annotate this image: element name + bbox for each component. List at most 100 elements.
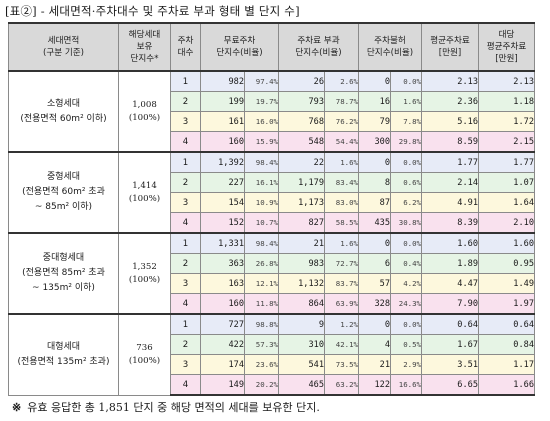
separate-count-cell: 6: [358, 253, 391, 274]
parking-count-cell: 1: [170, 151, 201, 173]
avg-fee-cell: 2.36: [421, 91, 479, 112]
table-row: 중대형세대 (전용면적 85m² 초과 ~ 135m² 이하) 1,352 (100%)…: [8, 232, 535, 315]
holding-line: 1,352: [132, 261, 157, 272]
parking-count-cell: 3: [170, 111, 201, 132]
charged-count-cell: 548: [278, 131, 325, 153]
parking-count-cell: 3: [170, 354, 201, 375]
separate-ratio-cell: 2.9%: [390, 354, 422, 375]
per-unit-fee-cell: 1.60: [478, 232, 535, 254]
per-unit-fee-cell: 2.13: [478, 70, 535, 92]
free-count-cell: 163: [200, 273, 245, 294]
free-ratio-cell: 19.7%: [244, 91, 279, 112]
charged-count-cell: 793: [278, 91, 325, 112]
table-row: 3 154 10.9% 1,173 83.0% 87 6.2% 4.91 1.64: [9, 192, 535, 213]
footnote: ※ 유효 응답한 총 1,851 단지 중 해당 면적의 세대를 보유한 단지.: [12, 399, 320, 415]
avg-fee-cell: 1.77: [421, 151, 479, 173]
header-holding: 해당세대 보유 단지수*: [118, 22, 171, 72]
table-row: 4 160 15.9% 548 54.4% 300 29.8% 8.59 2.15: [9, 131, 535, 153]
header-per-unit-fee: 대당 평균주차료 [만원]: [478, 22, 535, 72]
separate-count-cell: 328: [358, 293, 391, 315]
holding-cell: 1,414 (100%): [118, 151, 171, 234]
charged-ratio-cell: 83.0%: [324, 192, 359, 213]
charged-count-cell: 310: [278, 334, 325, 355]
per-unit-fee-cell: 1.17: [478, 354, 535, 375]
free-ratio-cell: 10.7%: [244, 212, 279, 234]
avg-fee-cell: 6.65: [421, 374, 479, 396]
table-row: 4 160 11.8% 864 63.9% 328 24.3% 7.90 1.97: [9, 293, 535, 315]
separate-ratio-cell: 0.0%: [390, 70, 422, 92]
charged-count-cell: 22: [278, 151, 325, 173]
separate-ratio-cell: 29.8%: [390, 131, 422, 153]
charged-ratio-cell: 2.6%: [324, 70, 359, 92]
per-unit-fee-cell: 2.15: [478, 131, 535, 153]
holding-cell: 1,352 (100%): [118, 232, 171, 315]
free-count-cell: 422: [200, 334, 245, 355]
per-unit-fee-cell: 1.66: [478, 374, 535, 396]
separate-ratio-cell: 30.8%: [390, 212, 422, 234]
holding-line: (100%): [128, 274, 161, 285]
table-row: 중형세대 (전용면적 60m² 초과 ~ 85m² 이하) 1,414 (100%) 1 1…: [8, 151, 535, 234]
charged-count-cell: 768: [278, 111, 325, 132]
charged-count-cell: 1,173: [278, 192, 325, 213]
per-unit-fee-cell: 1.72: [478, 111, 535, 132]
free-ratio-cell: 20.2%: [244, 374, 279, 396]
table-caption: [표②] - 세대면적·주차대수 및 주차료 부과 형태 별 단지 수]: [5, 4, 300, 18]
free-count-cell: 160: [200, 293, 245, 315]
free-count-cell: 363: [200, 253, 245, 274]
avg-fee-cell: 4.91: [421, 192, 479, 213]
header-row: 세대면적 (구분 기준) 해당세대 보유 단지수* 주차 대수 무료주차 단지수(비율) …: [8, 22, 535, 72]
separate-ratio-cell: 0.5%: [390, 334, 422, 355]
holding-line: (100%): [128, 193, 161, 204]
parking-count-cell: 4: [170, 131, 201, 153]
holding-line: (100%): [128, 112, 161, 123]
category-cell: 중형세대 (전용면적 60m² 초과 ~ 85m² 이하): [8, 151, 119, 234]
category-line: (전용면적 85m² 초과: [22, 268, 105, 278]
separate-ratio-cell: 1.6%: [390, 91, 422, 112]
per-unit-fee-cell: 1.64: [478, 192, 535, 213]
table-row: 3 174 23.6% 541 73.5% 21 2.9% 3.51 1.17: [9, 354, 535, 375]
free-ratio-cell: 10.9%: [244, 192, 279, 213]
avg-fee-cell: 1.60: [421, 232, 479, 254]
table-row: 2 363 26.8% 983 72.7% 6 0.4% 1.89 0.95: [9, 253, 535, 274]
charged-ratio-cell: 42.1%: [324, 334, 359, 355]
separate-count-cell: 4: [358, 334, 391, 355]
separate-count-cell: 0: [358, 232, 391, 254]
holding-cell: 1,008 (100%): [118, 70, 171, 153]
free-count-cell: 161: [200, 111, 245, 132]
free-ratio-cell: 15.9%: [244, 131, 279, 153]
separate-ratio-cell: 0.0%: [390, 313, 422, 335]
category-line: 소형세대: [46, 98, 81, 109]
free-ratio-cell: 57.3%: [244, 334, 279, 355]
free-ratio-cell: 97.4%: [244, 70, 279, 92]
charged-ratio-cell: 63.2%: [324, 374, 359, 396]
separate-ratio-cell: 0.4%: [390, 253, 422, 274]
table-row: 소형세대 (전용면적 60m² 이하) 1,008 (100%) 1 982 97.4% 26…: [8, 70, 535, 153]
table-row: 2 422 57.3% 310 42.1% 4 0.5% 1.67 0.84: [9, 334, 535, 355]
table-row: 3 163 12.1% 1,132 83.7% 57 4.2% 4.47 1.49: [9, 273, 535, 294]
parking-count-cell: 2: [170, 253, 201, 274]
separate-ratio-cell: 0.6%: [390, 172, 422, 193]
charged-count-cell: 541: [278, 354, 325, 375]
charged-ratio-cell: 83.4%: [324, 172, 359, 193]
avg-fee-cell: 2.13: [421, 70, 479, 92]
charged-ratio-cell: 1.6%: [324, 151, 359, 173]
per-unit-fee-cell: 1.18: [478, 91, 535, 112]
header-avg-fee: 평균주차료 [만원]: [421, 22, 479, 72]
free-count-cell: 1,331: [200, 232, 245, 254]
table-row: 4 149 20.2% 465 63.2% 122 16.6% 6.65 1.66: [9, 374, 535, 396]
free-ratio-cell: 98.4%: [244, 151, 279, 173]
category-line: ~ 85m² 이하): [34, 202, 93, 212]
avg-fee-cell: 0.64: [421, 313, 479, 335]
free-count-cell: 227: [200, 172, 245, 193]
charged-count-cell: 827: [278, 212, 325, 234]
separate-ratio-cell: 24.3%: [390, 293, 422, 315]
separate-count-cell: 300: [358, 131, 391, 153]
avg-fee-cell: 8.59: [421, 131, 479, 153]
holding-line: 1,008: [132, 99, 157, 110]
charged-count-cell: 26: [278, 70, 325, 92]
per-unit-fee-cell: 1.07: [478, 172, 535, 193]
category-cell: 대형세대 (전용면적 135m² 초과): [8, 313, 119, 396]
header-charged: 주차료 부과 단지수(비율): [278, 22, 359, 72]
charged-count-cell: 21: [278, 232, 325, 254]
per-unit-fee-cell: 0.84: [478, 334, 535, 355]
